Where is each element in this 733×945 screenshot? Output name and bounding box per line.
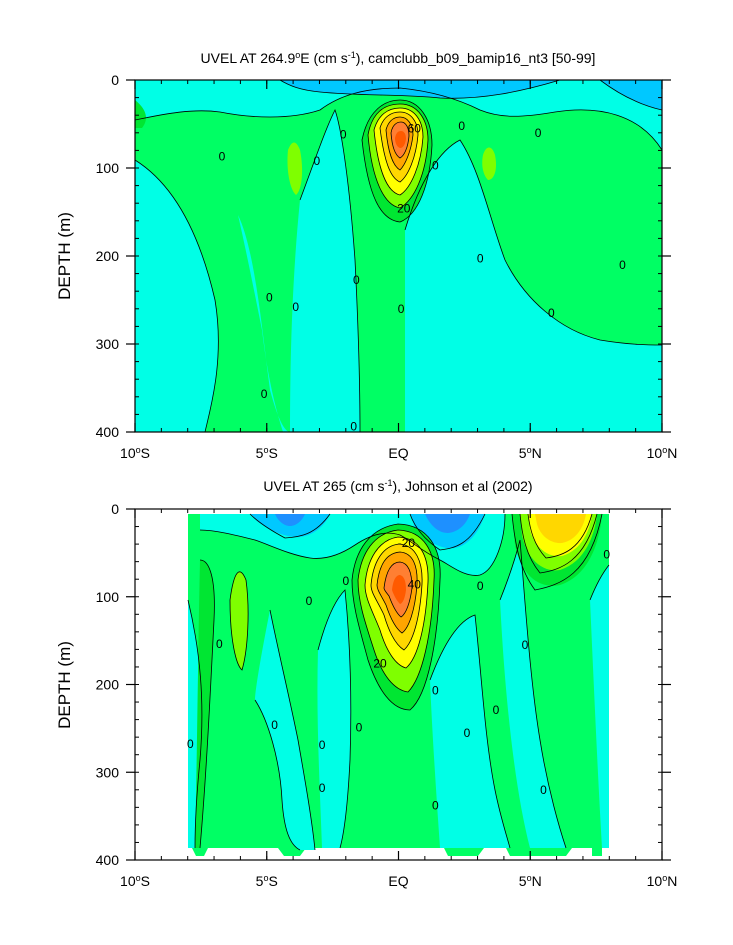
panel-model-contour-labels: 0 0 0 0 0 0 0 0 0 0 0 0 0 0 0 20 60 — [219, 119, 627, 434]
panel-observations-field — [187, 513, 610, 856]
x-tick-label: 5oS — [256, 873, 278, 889]
contour-label: 0 — [522, 638, 529, 652]
field-negative-region-east — [405, 140, 662, 432]
y-tick-label: 300 — [96, 336, 120, 352]
y-tick-label: 300 — [96, 764, 120, 780]
x-tick-label: 10oN — [647, 873, 678, 889]
field-negative-band-east — [430, 615, 510, 848]
contour-label: 60 — [408, 121, 422, 135]
contour-label: -20 — [398, 536, 416, 550]
field-positive-patch-southwest — [230, 571, 249, 670]
x-tick-label: EQ — [388, 445, 408, 461]
contour-label: 0 — [219, 150, 226, 164]
contour-label: 0 — [292, 300, 299, 314]
field-positive-patch-west — [135, 100, 146, 128]
field-positive-patch-southwest — [287, 142, 303, 195]
contour-label: 20 — [397, 201, 411, 215]
x-tick-label: EQ — [388, 873, 408, 889]
x-tick-label: 5oS — [256, 445, 278, 461]
field-negative-band-east-edge — [590, 565, 609, 848]
contour-label: 0 — [271, 718, 278, 732]
field-positive-patch-east — [482, 147, 497, 180]
panel-model-field — [135, 80, 662, 432]
contour-lines — [187, 513, 610, 851]
contour-label: 0 — [432, 684, 439, 698]
y-tick-label: 0 — [111, 72, 119, 88]
contour-label: 0 — [353, 273, 360, 287]
x-tick-label: 5oN — [519, 445, 542, 461]
contour-label: 0 — [548, 306, 555, 320]
field-negative-surface-deep — [425, 514, 470, 533]
contour-label: 0 — [603, 548, 610, 562]
y-tick-label: 400 — [96, 852, 120, 868]
contour-label: 0 — [340, 128, 347, 142]
field-negative-band-southwest — [255, 610, 315, 850]
panel-observations-ylabel: DEPTH (m) — [55, 641, 74, 729]
core-contour-lines — [361, 99, 433, 223]
field-negative-band-far-east — [500, 540, 566, 848]
x-tick-label: 5oN — [519, 873, 542, 889]
panel-observations: UVEL AT 265 (cm s-1), Johnson et al (200… — [55, 478, 677, 889]
field-core-70 — [395, 131, 406, 148]
y-tick-label: 200 — [96, 248, 120, 264]
panel-model: UVEL AT 264.9oE (cm s-1), camclubb_b09_b… — [55, 50, 677, 461]
field-negative-surface-deep-west — [275, 514, 305, 526]
field-negative-surface — [135, 80, 662, 150]
contour-label: 0 — [477, 252, 484, 266]
contour-lines — [135, 80, 662, 432]
field-negative-northeast — [600, 80, 662, 110]
x-tick-label: 10oS — [120, 873, 150, 889]
y-tick-label: 200 — [96, 677, 120, 693]
x-tick-label: 10oN — [647, 445, 678, 461]
field-core-70 — [392, 575, 406, 604]
contour-label: 0 — [398, 302, 405, 316]
contour-label: 0 — [261, 387, 268, 401]
contour-label: 0 — [216, 637, 223, 651]
panel-observations-contour-labels: 0 0 0 0 0 0 0 0 0 0 0 0 0 0 0 0 20 40 -20 — [187, 536, 610, 812]
contour-label: 20 — [373, 656, 387, 670]
contour-label: 0 — [458, 119, 465, 133]
core-contour-lines — [351, 523, 441, 711]
field-negative-region-west — [135, 160, 219, 432]
contour-label: 0 — [432, 158, 439, 172]
contour-label: 0 — [350, 420, 357, 434]
field-negative-region-center — [290, 110, 360, 432]
panel-model-title: UVEL AT 264.9oE (cm s-1), camclubb_b09_b… — [201, 50, 596, 66]
y-tick-label: 0 — [111, 501, 119, 517]
contour-label: 0 — [266, 290, 273, 304]
contour-label: 0 — [342, 574, 349, 588]
contour-label: 0 — [313, 154, 320, 168]
contour-label: 0 — [432, 799, 439, 813]
contour-label: 0 — [306, 594, 313, 608]
contour-label: 0 — [319, 738, 326, 752]
contour-label: 40 — [408, 577, 422, 591]
contour-label: 0 — [493, 703, 500, 717]
y-tick-label: 100 — [96, 589, 120, 605]
contour-label: 0 — [187, 737, 194, 751]
y-tick-label: 100 — [96, 160, 120, 176]
panel-model-ylabel: DEPTH (m) — [55, 212, 74, 300]
contour-label: 0 — [619, 258, 626, 272]
x-tick-label: 10oS — [120, 445, 150, 461]
contour-label: 0 — [477, 579, 484, 593]
field-negative-tongue — [238, 215, 290, 432]
contour-label: 0 — [319, 781, 326, 795]
contour-label: 0 — [535, 126, 542, 140]
y-tick-label: 400 — [96, 424, 120, 440]
contour-label: 0 — [540, 783, 547, 797]
field-positive-patch-west — [195, 560, 215, 848]
field-negative-band-center — [317, 590, 351, 848]
contour-label: 0 — [464, 726, 471, 740]
panel-observations-title: UVEL AT 265 (cm s-1), Johnson et al (200… — [263, 478, 532, 494]
contour-label: 0 — [356, 720, 363, 734]
field-jet-40 — [535, 514, 586, 544]
